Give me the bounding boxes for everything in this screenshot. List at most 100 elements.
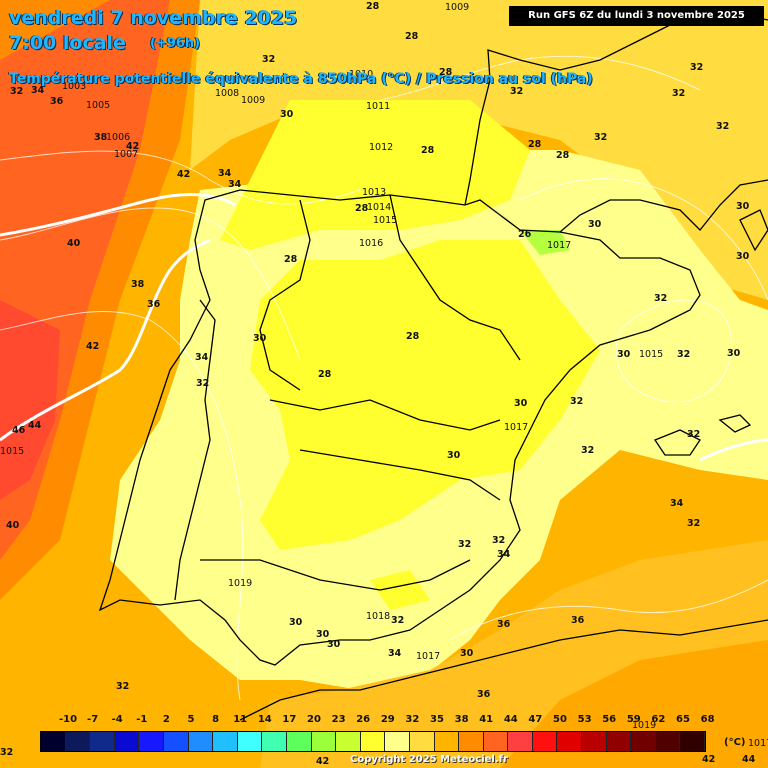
map-label: 30 — [327, 639, 341, 650]
map-label: 42 — [86, 341, 99, 352]
legend-swatch — [655, 732, 681, 751]
bright-yellow-north — [220, 100, 530, 250]
color-legend — [40, 731, 707, 752]
map-label: 34 — [228, 179, 242, 190]
legend-swatch — [459, 732, 484, 751]
map-label: 34 — [31, 85, 45, 96]
legend-tick-label: -7 — [87, 714, 99, 725]
legend-swatch — [434, 732, 460, 751]
map-label: 32 — [687, 518, 700, 529]
map-label: 30 — [447, 450, 461, 461]
legend-tick-label: -4 — [111, 714, 123, 725]
map-label: 42 — [177, 169, 190, 180]
map-label: 28 — [406, 331, 420, 342]
legend-tick-label: 8 — [212, 714, 220, 725]
map-label: 1007 — [114, 149, 138, 160]
map-label: 38 — [131, 279, 145, 290]
legend-tick-label: 50 — [553, 714, 567, 725]
map-label: 42 — [126, 141, 139, 152]
legend-tick-label: 23 — [331, 714, 346, 725]
legend-tick-label: 56 — [602, 714, 617, 725]
map-label: 32 — [687, 429, 700, 440]
legend-tick-label: 5 — [187, 714, 195, 725]
map-label: 36 — [497, 619, 511, 630]
legend-swatch — [680, 732, 706, 751]
map-label: 28 — [355, 203, 369, 214]
map-label: 32 — [677, 349, 690, 360]
legend-swatch — [237, 732, 263, 751]
map-label: 28 — [318, 369, 332, 380]
map-label: 1016 — [359, 238, 383, 249]
map-label: 28 — [405, 31, 419, 42]
legend-tick-label: 11 — [233, 714, 248, 725]
map-label: 28 — [528, 139, 542, 150]
map-label: 30 — [316, 629, 330, 640]
map-label: 1017 — [748, 738, 768, 749]
map-label: 1019 — [632, 720, 656, 731]
legend-swatch — [139, 732, 164, 751]
legend-tick-label: 65 — [676, 714, 690, 725]
map-label: 36 — [477, 689, 491, 700]
map-label: 32 — [458, 539, 471, 550]
legend-tick-label: 44 — [503, 714, 518, 725]
map-label: 1009 — [241, 95, 265, 106]
legend-tick-label: 38 — [454, 714, 469, 725]
legend-swatch — [360, 732, 386, 751]
bright-yellow-iberia — [250, 240, 600, 550]
legend-swatch — [336, 732, 361, 751]
map-label: 30 — [280, 109, 294, 120]
map-label: 1018 — [366, 611, 390, 622]
map-label: 34 — [195, 352, 209, 363]
map-label: 30 — [736, 201, 750, 212]
map-label: 28 — [284, 254, 298, 265]
legend-swatch — [532, 732, 558, 751]
legend-swatch — [163, 732, 189, 751]
map-label: 28 — [439, 67, 453, 78]
legend-tick-label: 59 — [626, 714, 641, 725]
map-label: 34 — [218, 168, 232, 179]
map-label: 36 — [571, 615, 585, 626]
map-label: 32 — [0, 747, 13, 758]
legend-tick-label: 26 — [356, 714, 371, 725]
map-label: 1014 — [367, 202, 391, 213]
legend-swatch — [286, 732, 312, 751]
map-label: 32 — [492, 535, 505, 546]
map-label: 30 — [289, 617, 303, 628]
map-label: 40 — [67, 238, 81, 249]
map-label: 1017 — [416, 651, 440, 662]
legend-swatch — [188, 732, 214, 751]
bright-yellow-south — [370, 570, 430, 610]
map-label: 42 — [316, 756, 329, 767]
map-label: 1005 — [86, 100, 110, 111]
map-label: 40 — [6, 520, 20, 531]
legend-tick-label: 29 — [380, 714, 395, 725]
legend-tick-label: 47 — [528, 714, 543, 725]
legend-swatch — [385, 732, 410, 751]
run-info-badge: Run GFS 6Z du lundi 3 novembre 2025 — [509, 6, 764, 26]
map-label: 32 — [690, 62, 703, 73]
map-label: 42 — [702, 754, 715, 765]
map-label: 1015 — [0, 446, 24, 457]
map-label: 32 — [716, 121, 729, 132]
map-label: 32 — [581, 445, 594, 456]
map-label: 1019 — [228, 578, 252, 589]
map-label: 1015 — [373, 215, 397, 226]
map-label: 34 — [670, 498, 684, 509]
map-label: 46 — [12, 425, 26, 436]
map-label: 38 — [94, 132, 108, 143]
map-label: 36 — [147, 299, 161, 310]
map-label: 1012 — [369, 142, 393, 153]
map-label: 30 — [727, 348, 741, 359]
map-label: 32 — [116, 681, 129, 692]
gold-band-north — [190, 0, 768, 300]
legend-swatch — [65, 732, 91, 751]
map-label: 32 — [391, 615, 404, 626]
map-label: 1006 — [106, 132, 130, 143]
map-label: 1015 — [639, 349, 663, 360]
map-label: 30 — [736, 251, 750, 262]
legend-tick-label: 20 — [307, 714, 321, 725]
map-label: 30 — [460, 648, 474, 659]
map-label: 34 — [497, 549, 511, 560]
map-label: 34 — [388, 648, 402, 659]
